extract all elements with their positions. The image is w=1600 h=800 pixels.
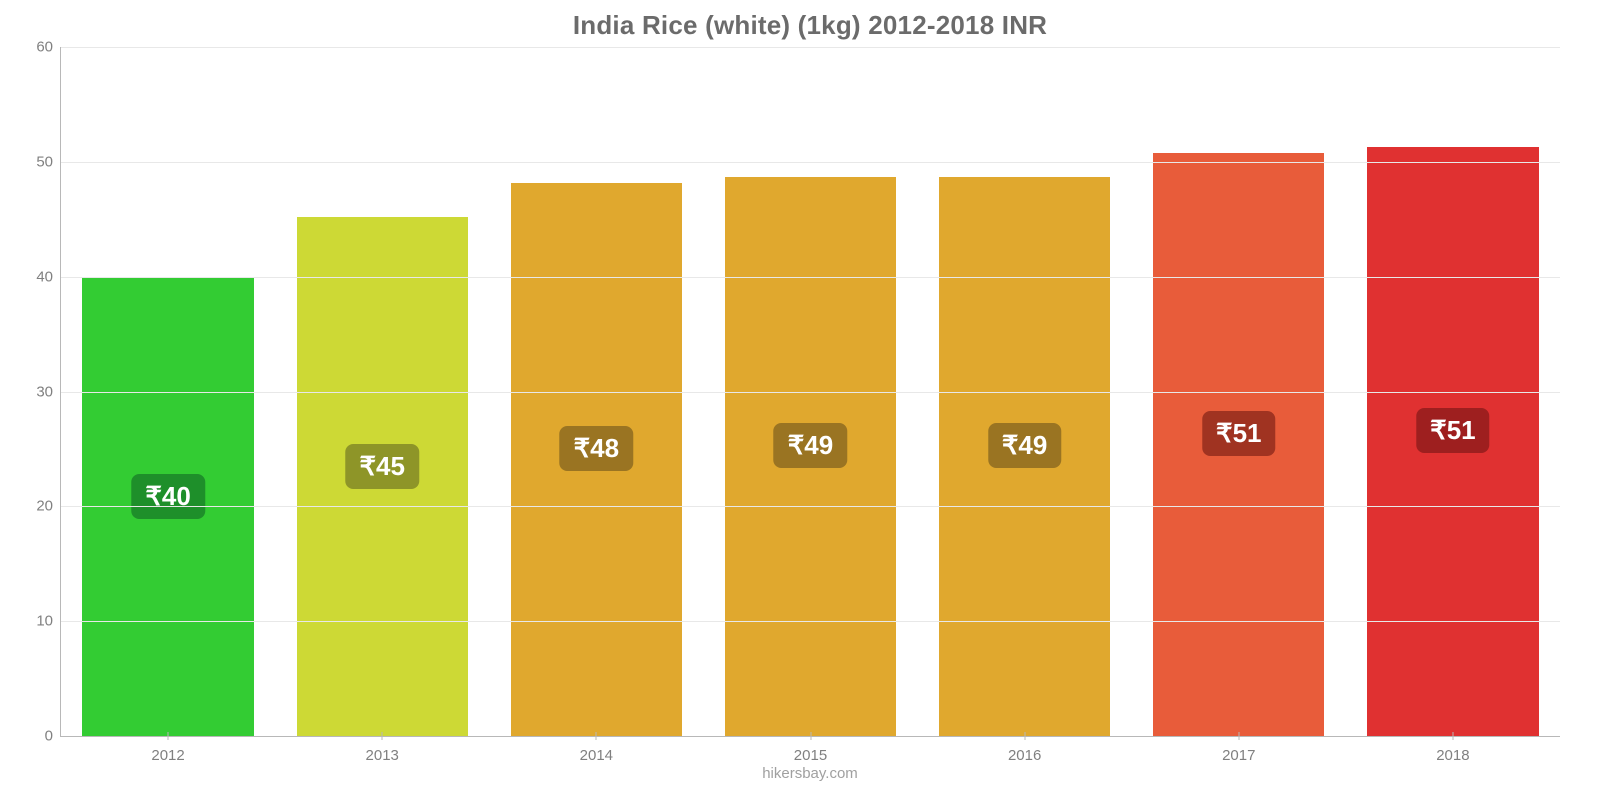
x-axis-tick: [168, 732, 169, 740]
bar-value-label: ₹40: [131, 474, 204, 519]
x-axis-tick: [382, 732, 383, 740]
gridline: [61, 277, 1560, 278]
bar: ₹48: [511, 183, 682, 736]
gridline: [61, 392, 1560, 393]
y-axis-tick-label: 0: [21, 728, 53, 745]
plot-area: ₹402012₹452013₹482014₹492015₹492016₹5120…: [60, 47, 1560, 737]
gridline: [61, 506, 1560, 507]
x-axis-tick-label: 2017: [1222, 747, 1255, 764]
y-axis-tick-label: 10: [21, 613, 53, 630]
bar-value-label: ₹51: [1416, 408, 1489, 453]
y-axis-tick-label: 30: [21, 383, 53, 400]
x-axis-tick-label: 2018: [1436, 747, 1469, 764]
bar-value-label: ₹45: [345, 444, 418, 489]
bar-value-label: ₹49: [988, 423, 1061, 468]
bar-value-label: ₹48: [560, 426, 633, 471]
x-axis-tick-label: 2014: [580, 747, 613, 764]
x-axis-tick: [1452, 732, 1453, 740]
x-axis-tick-label: 2012: [151, 747, 184, 764]
y-axis-tick-label: 50: [21, 153, 53, 170]
bar: ₹51: [1153, 153, 1324, 736]
y-axis-tick-label: 20: [21, 498, 53, 515]
x-axis-tick: [596, 732, 597, 740]
gridline: [61, 162, 1560, 163]
bar: ₹45: [297, 217, 468, 736]
gridline: [61, 47, 1560, 48]
x-axis-tick: [1238, 732, 1239, 740]
bar: ₹49: [725, 177, 896, 736]
x-axis-tick-label: 2015: [794, 747, 827, 764]
bar-value-label: ₹49: [774, 423, 847, 468]
x-axis-tick-label: 2016: [1008, 747, 1041, 764]
y-axis-tick-label: 60: [21, 39, 53, 56]
bar: ₹51: [1367, 147, 1538, 736]
chart-title: India Rice (white) (1kg) 2012-2018 INR: [60, 0, 1560, 47]
x-axis-tick: [810, 732, 811, 740]
y-axis-tick-label: 40: [21, 268, 53, 285]
chart-container: India Rice (white) (1kg) 2012-2018 INR ₹…: [0, 0, 1600, 800]
bar: ₹49: [939, 177, 1110, 736]
gridline: [61, 621, 1560, 622]
x-axis-tick-label: 2013: [366, 747, 399, 764]
bar-value-label: ₹51: [1202, 411, 1275, 456]
x-axis-tick: [1024, 732, 1025, 740]
